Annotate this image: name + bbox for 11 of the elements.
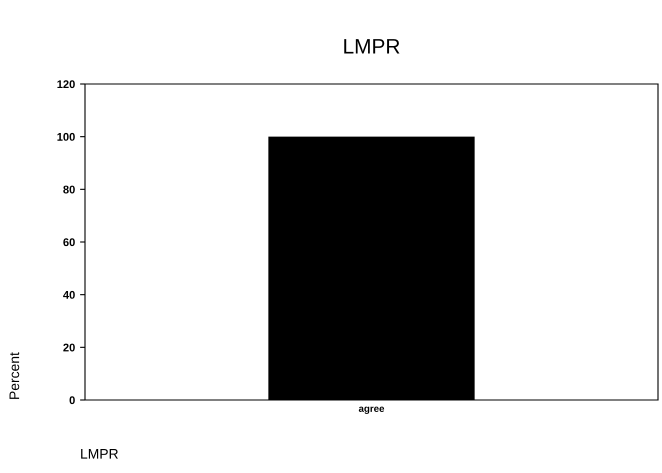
- y-tick-label: 20: [63, 344, 75, 352]
- y-tick-label: 60: [63, 238, 75, 246]
- chart-title: LMPR: [344, 39, 400, 54]
- y-axis-title: Percent: [10, 352, 20, 399]
- y-tick-label: 40: [63, 290, 75, 299]
- x-tick-label: agree: [358, 406, 384, 414]
- y-tick-label: 80: [63, 186, 75, 194]
- y-tick-label: 100: [57, 132, 75, 141]
- y-tick-label: 120: [57, 80, 75, 88]
- x-axis-title: LMPR: [81, 449, 118, 459]
- y-tick-label: 0: [70, 396, 75, 404]
